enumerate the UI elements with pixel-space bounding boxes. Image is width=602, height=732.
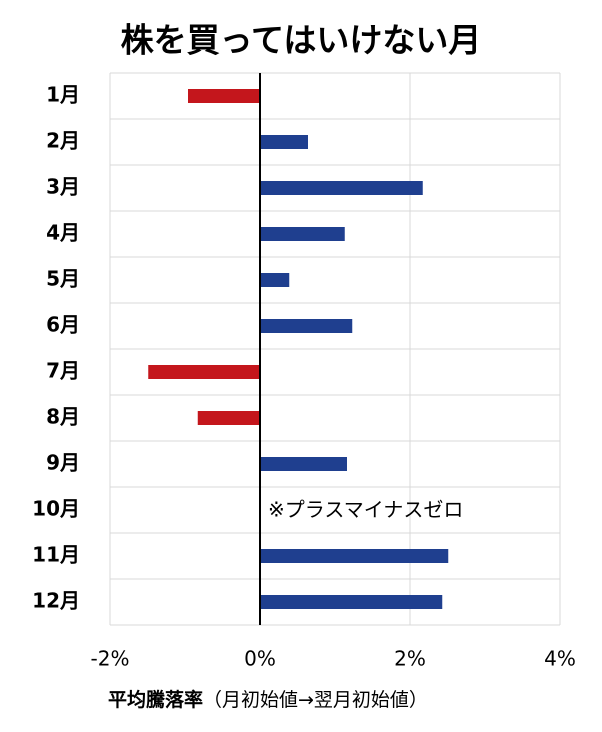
bar: [260, 457, 347, 471]
bar: [188, 89, 260, 103]
x-tick-label: 4%: [544, 647, 576, 671]
x-tick-label: 2%: [394, 647, 426, 671]
x-tick-label: 0%: [244, 647, 276, 671]
y-tick-label: 7月: [46, 359, 80, 383]
y-tick-label: 3月: [46, 175, 80, 199]
bar: [260, 319, 353, 333]
bar: [260, 227, 345, 241]
x-tick-label: -2%: [91, 647, 130, 671]
x-axis-label: 平均騰落率（月初始値→翌月初始値）: [108, 688, 428, 711]
bar: [260, 273, 290, 287]
bar: [148, 365, 260, 379]
y-tick-label: 11月: [32, 543, 80, 567]
bar: [260, 595, 443, 609]
y-tick-label: 2月: [46, 129, 80, 153]
bar: [260, 549, 449, 563]
y-tick-label: 5月: [46, 267, 80, 291]
annotation: ※プラスマイナスゼロ: [268, 498, 463, 522]
y-tick-label: 6月: [46, 313, 80, 337]
bar: [197, 411, 260, 425]
x-label-main: 平均騰落率: [108, 688, 203, 711]
x-label-note: （月初始値→翌月初始値）: [203, 689, 428, 711]
y-tick-label: 12月: [32, 589, 80, 613]
y-tick-label: 8月: [46, 405, 80, 429]
y-tick-label: 1月: [46, 83, 80, 107]
y-tick-label: 9月: [46, 451, 80, 475]
y-tick-label: 10月: [32, 497, 80, 521]
chart-title: 株を買ってはいけない月: [121, 21, 482, 60]
bar: [260, 181, 423, 195]
y-tick-label: 4月: [46, 221, 80, 245]
bar: [260, 135, 308, 149]
